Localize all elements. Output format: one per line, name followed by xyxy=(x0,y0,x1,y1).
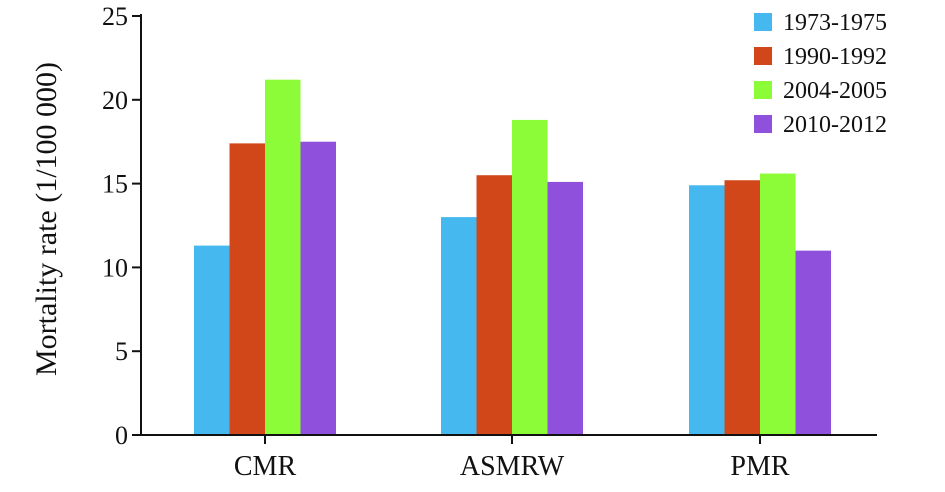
y-tick-label: 20 xyxy=(102,86,128,115)
legend: 1973-1975 1990-1992 2004-2005 2010-2012 xyxy=(754,10,887,138)
legend-label: 1990-1992 xyxy=(783,44,887,70)
legend-swatch xyxy=(754,115,772,133)
bar-cmr-1973-1975 xyxy=(194,245,230,435)
y-tick-label: 0 xyxy=(115,421,128,450)
y-axis-label: Mortality rate (1/100 000) xyxy=(30,62,63,376)
x-tick-label: ASMRW xyxy=(460,451,565,482)
y-tick-label: 25 xyxy=(102,2,128,31)
legend-label: 2004-2005 xyxy=(783,78,887,104)
bar-asmrw-1990-1992 xyxy=(476,175,512,435)
bar-pmr-2010-2012 xyxy=(795,250,831,435)
legend-label: 2010-2012 xyxy=(783,112,887,138)
bars xyxy=(194,79,831,436)
legend-label: 1973-1975 xyxy=(783,10,887,36)
bar-pmr-2004-2005 xyxy=(760,173,796,435)
bar-pmr-1990-1992 xyxy=(724,180,760,435)
y-tick-label: 5 xyxy=(115,337,128,366)
y-tick-label: 15 xyxy=(102,170,128,199)
legend-swatch xyxy=(754,13,772,31)
y-tick-label: 10 xyxy=(102,253,128,282)
bar-asmrw-2010-2012 xyxy=(547,181,583,435)
x-tick-label: PMR xyxy=(730,451,789,482)
y-ticks: 0 5 10 15 20 25 xyxy=(102,2,141,450)
bar-cmr-2010-2012 xyxy=(300,141,336,435)
legend-swatch xyxy=(754,47,772,65)
bar-cmr-1990-1992 xyxy=(229,143,265,435)
legend-swatch xyxy=(754,81,772,99)
bar-asmrw-2004-2005 xyxy=(512,119,548,436)
x-tick-label: CMR xyxy=(234,451,297,482)
bar-asmrw-1973-1975 xyxy=(441,217,477,435)
bar-cmr-2004-2005 xyxy=(265,79,301,436)
x-tick-labels: CMR ASMRW PMR xyxy=(234,435,790,482)
bar-pmr-1973-1975 xyxy=(689,185,725,435)
